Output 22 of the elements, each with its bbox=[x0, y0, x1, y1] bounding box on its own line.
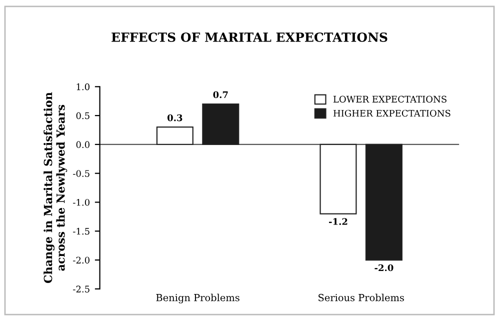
x-tick-label: Benign Problems bbox=[156, 294, 240, 304]
y-tick-label: 0.5 bbox=[76, 112, 90, 120]
y-tick-label: -0.5 bbox=[73, 170, 90, 177]
bar bbox=[320, 144, 357, 214]
bar bbox=[202, 103, 240, 146]
y-tick-label: 0.0 bbox=[76, 141, 90, 148]
data-label: 0.7 bbox=[213, 91, 228, 98]
y-tick-label: -1.5 bbox=[73, 228, 90, 235]
y-tick-label: -2.5 bbox=[73, 286, 90, 292]
bar bbox=[365, 144, 402, 261]
y-tick-label: 1.0 bbox=[76, 83, 90, 90]
chart-title: EFFECTS OF MARITAL EXPECTATIONS bbox=[112, 32, 388, 42]
x-tick-label: Serious Problems bbox=[318, 294, 404, 302]
y-axis-title: Change in Marital Satisfaction across the Newlywed Years bbox=[44, 92, 68, 284]
data-label: -1.2 bbox=[328, 218, 348, 225]
data-label: -2.0 bbox=[374, 264, 394, 272]
y-tick-label: -2.0 bbox=[73, 256, 90, 264]
legend-label: LOWER EXPECTATIONS bbox=[333, 96, 446, 103]
data-label: 0.3 bbox=[167, 114, 182, 122]
legend-label: HIGHER EXPECTATIONS bbox=[333, 110, 450, 117]
y-tick-label: -1.0 bbox=[73, 198, 90, 206]
bar bbox=[156, 126, 194, 146]
